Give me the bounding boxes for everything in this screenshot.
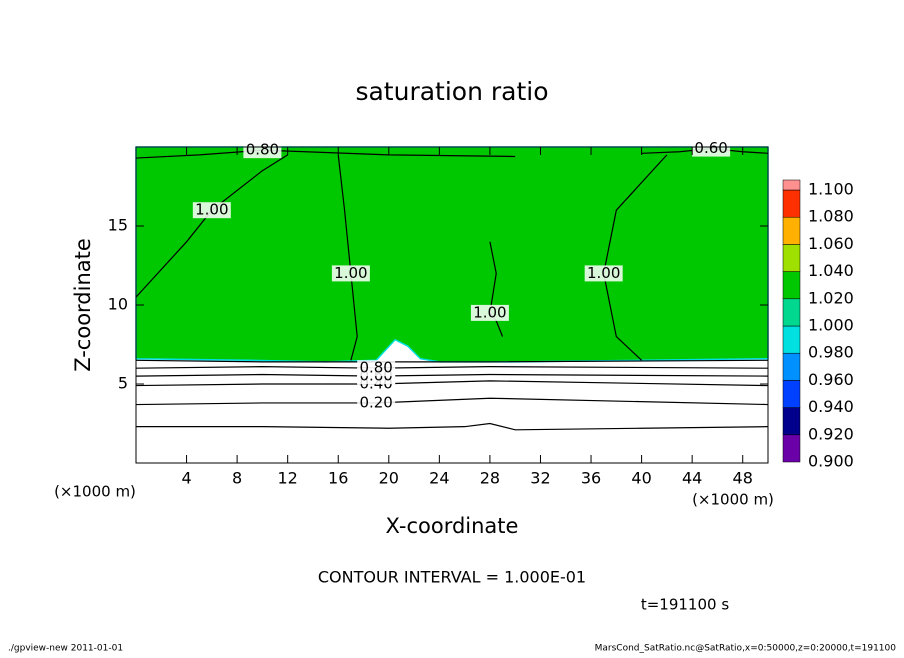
x-axis-label: X-coordinate bbox=[386, 514, 519, 538]
colorbar-cell bbox=[782, 434, 801, 463]
contour-label: 1.00 bbox=[334, 264, 367, 282]
contour-interval: CONTOUR INTERVAL = 1.000E-01 bbox=[318, 568, 586, 587]
colorbar-label: 1.040 bbox=[808, 261, 854, 280]
colorbar-cell bbox=[782, 271, 801, 300]
contour-label: 0.80 bbox=[246, 141, 279, 159]
colorbar-cell bbox=[782, 216, 801, 245]
footer-right: MarsCond_SatRatio.nc@SatRatio,x=0:50000,… bbox=[595, 644, 897, 654]
x-tick-label: 24 bbox=[429, 469, 449, 488]
colorbar-cell bbox=[782, 407, 801, 436]
contour-label-bg bbox=[692, 140, 731, 157]
contour-line bbox=[136, 422, 769, 431]
contour-label: 1.00 bbox=[195, 201, 228, 219]
time-label: t=191100 s bbox=[641, 596, 729, 614]
colorbar-cell bbox=[782, 325, 801, 354]
contour-line bbox=[135, 366, 769, 369]
colorbar-label: 0.980 bbox=[808, 343, 854, 362]
contour-label: 0.20 bbox=[359, 393, 392, 411]
x-tick-label: 48 bbox=[733, 469, 753, 488]
y-tick-label: 10 bbox=[108, 295, 128, 314]
colorbar-label: 0.960 bbox=[808, 370, 854, 389]
contour-line bbox=[135, 373, 769, 377]
footer-left: ./gpview-new 2011-01-01 bbox=[8, 644, 123, 654]
contour-line bbox=[135, 397, 769, 406]
x-tick-label: 8 bbox=[232, 469, 242, 488]
contour-label: 0.60 bbox=[694, 139, 727, 157]
contour-line bbox=[135, 380, 769, 387]
x-tick-label: 40 bbox=[631, 469, 651, 488]
x-tick-label: 4 bbox=[181, 469, 191, 488]
contour-label-bg bbox=[331, 265, 370, 282]
contour-label-bg bbox=[584, 265, 623, 282]
colorbar-label: 0.900 bbox=[808, 452, 854, 471]
contour-label-bg bbox=[470, 304, 509, 321]
x-tick-label: 20 bbox=[379, 469, 399, 488]
x-tick-label: 44 bbox=[682, 469, 702, 488]
filled-region bbox=[135, 146, 769, 363]
colorbar-label: 1.080 bbox=[808, 207, 854, 226]
colorbar-cell bbox=[782, 298, 801, 327]
colorbar-cell bbox=[782, 352, 801, 381]
y-tick-label: 5 bbox=[118, 374, 128, 393]
x-tick-label: 28 bbox=[480, 469, 500, 488]
contour-label: 1.00 bbox=[473, 303, 506, 321]
y-tick-label: 15 bbox=[108, 216, 128, 235]
x-unit-label: (×1000 m) bbox=[692, 491, 774, 509]
colorbar-label: 0.940 bbox=[808, 397, 854, 416]
colorbar-label: 0.920 bbox=[808, 424, 854, 443]
x-tick-label: 32 bbox=[530, 469, 550, 488]
colorbar-label: 1.020 bbox=[808, 288, 854, 307]
colorbar-cell bbox=[782, 380, 801, 408]
contour-label: 0.80 bbox=[359, 359, 392, 377]
x-tick-label: 16 bbox=[328, 469, 348, 488]
colorbar-label: 1.100 bbox=[808, 180, 854, 199]
colorbar-cell bbox=[782, 244, 801, 272]
contour-label-bg bbox=[192, 202, 231, 219]
contour-label: 1.00 bbox=[587, 264, 620, 282]
colorbar-cell bbox=[782, 179, 801, 191]
colorbar-label: 1.000 bbox=[808, 316, 854, 335]
contour-label-bg bbox=[357, 394, 396, 411]
contour-label-bg bbox=[357, 360, 396, 377]
colorbar-label: 1.060 bbox=[808, 234, 854, 253]
x-unit-label: (×1000 m) bbox=[54, 483, 136, 501]
y-axis-label: Z-coordinate bbox=[71, 238, 95, 372]
contour-label-bg bbox=[243, 142, 282, 159]
x-tick-label: 12 bbox=[278, 469, 298, 488]
colorbar-cell bbox=[782, 189, 801, 218]
chart-title: saturation ratio bbox=[355, 77, 548, 106]
x-tick-label: 36 bbox=[581, 469, 601, 488]
